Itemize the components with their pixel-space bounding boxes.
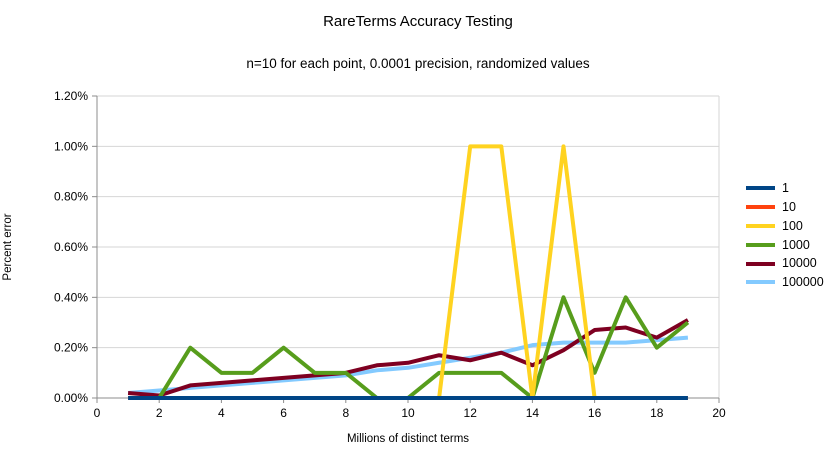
legend-swatch-icon bbox=[746, 186, 775, 191]
legend-item-10000: 10000 bbox=[746, 254, 824, 273]
y-tick-label: 0.60% bbox=[54, 240, 88, 254]
chart-title: RareTerms Accuracy Testing bbox=[323, 13, 513, 30]
x-tick-label: 14 bbox=[526, 406, 540, 420]
legend-swatch-icon bbox=[746, 261, 775, 266]
y-tick-label: 0.80% bbox=[54, 190, 88, 204]
chart-subtitle: n=10 for each point, 0.0001 precision, r… bbox=[246, 56, 590, 71]
legend-label: 10 bbox=[782, 199, 796, 214]
x-tick-label: 6 bbox=[280, 406, 287, 420]
series-line-100000 bbox=[127, 335, 689, 395]
legend-swatch-icon bbox=[746, 280, 775, 285]
legend-item-100: 100 bbox=[746, 217, 824, 236]
legend-label: 10000 bbox=[782, 256, 817, 271]
y-tick-label: 0.00% bbox=[54, 391, 88, 405]
legend-item-1: 1 bbox=[746, 179, 824, 198]
series-line-10000 bbox=[127, 318, 689, 398]
legend-item-100000: 100000 bbox=[746, 273, 824, 292]
legend-item-1000: 1000 bbox=[746, 235, 824, 254]
legend: 1 10 100 1000 10000 100000 bbox=[746, 179, 824, 292]
legend-label: 100 bbox=[782, 218, 803, 233]
legend-label: 1000 bbox=[782, 237, 810, 252]
x-tick-label: 12 bbox=[464, 406, 478, 420]
legend-item-10: 10 bbox=[746, 198, 824, 217]
y-tick-label: 0.20% bbox=[54, 341, 88, 355]
x-tick-label: 10 bbox=[401, 406, 415, 420]
x-tick-label: 0 bbox=[94, 406, 101, 420]
y-axis-title: Percent error bbox=[2, 213, 14, 281]
legend-swatch-icon bbox=[746, 242, 775, 247]
x-tick-label: 16 bbox=[588, 406, 602, 420]
legend-swatch-icon bbox=[746, 223, 775, 228]
x-tick-label: 20 bbox=[712, 406, 726, 420]
legend-label: 1 bbox=[782, 181, 789, 196]
x-tick-label: 2 bbox=[156, 406, 163, 420]
y-tick-label: 1.00% bbox=[54, 139, 88, 153]
y-tick-label: 1.20% bbox=[54, 89, 88, 103]
legend-label: 100000 bbox=[782, 275, 824, 290]
series-line-100 bbox=[128, 144, 688, 400]
x-tick-label: 8 bbox=[342, 406, 349, 420]
x-tick-label: 18 bbox=[650, 406, 664, 420]
y-tick-label: 0.40% bbox=[54, 290, 88, 304]
x-axis-title: Millions of distinct terms bbox=[346, 433, 470, 445]
x-tick-label: 4 bbox=[218, 406, 225, 420]
legend-swatch-icon bbox=[746, 205, 775, 210]
